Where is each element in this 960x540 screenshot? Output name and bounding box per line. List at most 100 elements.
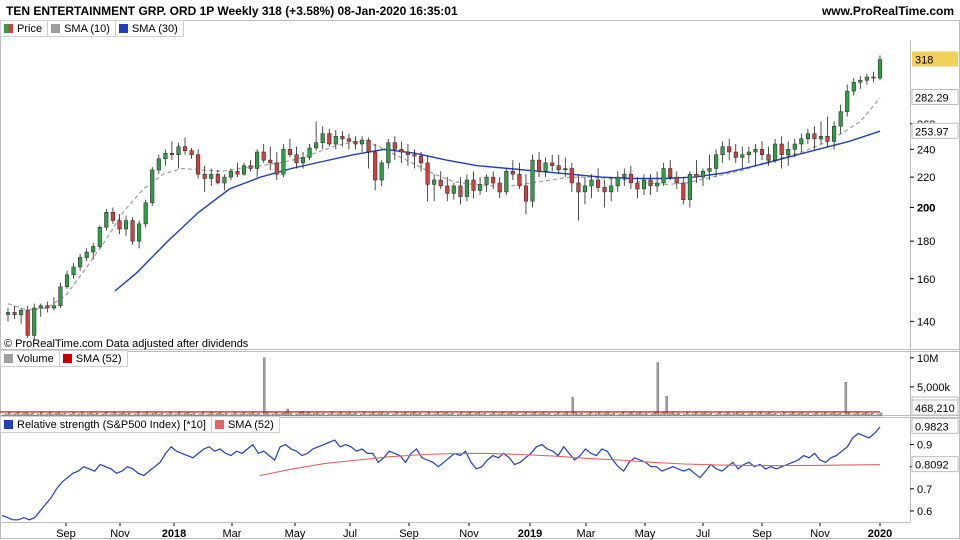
volume-bar bbox=[835, 414, 839, 417]
volume-bar bbox=[442, 413, 445, 417]
candle-body bbox=[825, 136, 830, 142]
legend-sma30[interactable]: SMA (30) bbox=[114, 20, 184, 37]
volume-bar bbox=[389, 414, 392, 417]
legend-sma10-swatch bbox=[51, 24, 61, 33]
candle-body bbox=[569, 168, 574, 184]
volume-bar bbox=[459, 412, 463, 417]
candle-body bbox=[589, 179, 594, 187]
candle-body bbox=[202, 173, 207, 179]
volume-bar bbox=[536, 414, 539, 417]
rs-ytick-label: 0.7 bbox=[917, 484, 932, 496]
candle-body bbox=[641, 179, 647, 190]
candle-body bbox=[464, 179, 469, 197]
volume-bar bbox=[477, 412, 480, 417]
volume-bar bbox=[586, 413, 589, 417]
volume-bar bbox=[548, 412, 551, 417]
volume-bar bbox=[753, 414, 756, 417]
volume-bar bbox=[233, 412, 237, 417]
volume-bar bbox=[639, 412, 642, 417]
volume-bar bbox=[794, 414, 798, 417]
candle-body bbox=[399, 149, 404, 153]
volume-bar bbox=[407, 414, 410, 417]
legend-price[interactable]: Price bbox=[0, 20, 49, 37]
volume-bar bbox=[348, 412, 351, 417]
legend-sma10[interactable]: SMA (10) bbox=[47, 20, 116, 37]
candle-body bbox=[471, 179, 476, 191]
legend-rs[interactable]: Relative strength (S&P500 Index) [*10] bbox=[0, 416, 212, 433]
legend-volume-sma[interactable]: SMA (52) bbox=[58, 350, 128, 367]
volume-bar bbox=[571, 397, 574, 417]
rs-ytick-label: 0.6 bbox=[917, 506, 932, 518]
volume-bar bbox=[715, 413, 718, 417]
volume-bar bbox=[765, 413, 768, 417]
volume-bar bbox=[647, 414, 651, 417]
volume-bar bbox=[324, 414, 328, 417]
rs-sma52-value-label: 0.8092 bbox=[915, 460, 949, 472]
volume-bar bbox=[741, 412, 745, 417]
candle-body bbox=[333, 136, 338, 145]
volume-bar bbox=[339, 412, 342, 417]
candle-body bbox=[517, 173, 522, 187]
candle-body bbox=[491, 176, 496, 184]
volume-bar bbox=[829, 413, 833, 417]
volume-bar bbox=[283, 412, 287, 417]
candle-body bbox=[78, 257, 83, 268]
candle-body bbox=[792, 143, 797, 150]
candle-body bbox=[12, 312, 17, 315]
volume-bar bbox=[439, 414, 442, 417]
volume-bar bbox=[427, 412, 431, 417]
candle-body bbox=[779, 143, 784, 155]
volume-bar bbox=[451, 412, 454, 417]
volume-bar bbox=[709, 412, 712, 417]
candle-body bbox=[543, 162, 548, 172]
volume-bar bbox=[606, 412, 610, 417]
volume-bar bbox=[454, 414, 457, 417]
volume-bar bbox=[615, 414, 618, 417]
volume-bar bbox=[624, 414, 627, 417]
volume-bar bbox=[518, 414, 522, 417]
candle-body bbox=[812, 133, 817, 140]
volume-bar bbox=[457, 413, 460, 417]
volume-bar bbox=[412, 412, 416, 417]
volume-bar bbox=[465, 413, 469, 417]
volume-bar bbox=[371, 412, 375, 417]
candle-body bbox=[97, 227, 102, 247]
chart-title: TEN ENTERTAINMENT GRP. ORD 1P Weekly 318… bbox=[6, 4, 458, 18]
volume-bar bbox=[853, 413, 856, 417]
volume-bar bbox=[559, 414, 563, 417]
candle-body bbox=[71, 266, 76, 276]
candle-body bbox=[45, 305, 50, 309]
volume-bar bbox=[316, 412, 319, 417]
volume-bar bbox=[727, 412, 730, 417]
candle-body bbox=[700, 171, 706, 178]
last-rs-label: 0.9823 bbox=[915, 421, 949, 433]
candle-body bbox=[753, 149, 758, 153]
volume-bar bbox=[841, 414, 845, 417]
legend-volume[interactable]: Volume bbox=[0, 350, 60, 367]
volume-bar bbox=[492, 412, 495, 417]
candle-body bbox=[340, 136, 345, 140]
candle-body bbox=[392, 142, 397, 150]
volume-bar bbox=[803, 414, 806, 417]
candle-body bbox=[530, 159, 535, 202]
volume-bar bbox=[550, 414, 554, 417]
candle-body bbox=[877, 59, 883, 79]
volume-bar bbox=[263, 357, 266, 417]
candle-body bbox=[386, 142, 391, 164]
volume-bar bbox=[421, 414, 425, 417]
candle-body bbox=[727, 146, 732, 153]
volume-bar bbox=[595, 413, 598, 417]
volume-bar bbox=[398, 414, 401, 417]
x-tick-label: Mar bbox=[577, 528, 596, 540]
volume-bar bbox=[744, 414, 748, 417]
candle-body bbox=[707, 168, 712, 172]
legend-rs-sma[interactable]: SMA (52) bbox=[210, 416, 280, 433]
volume-bar bbox=[650, 413, 654, 417]
volume-bar bbox=[674, 414, 677, 417]
volume-bar bbox=[512, 414, 516, 417]
volume-bar bbox=[310, 414, 313, 417]
volume-bar bbox=[812, 413, 815, 417]
volume-bar bbox=[733, 413, 736, 417]
candle-body bbox=[32, 307, 37, 336]
volume-bar bbox=[333, 414, 337, 417]
